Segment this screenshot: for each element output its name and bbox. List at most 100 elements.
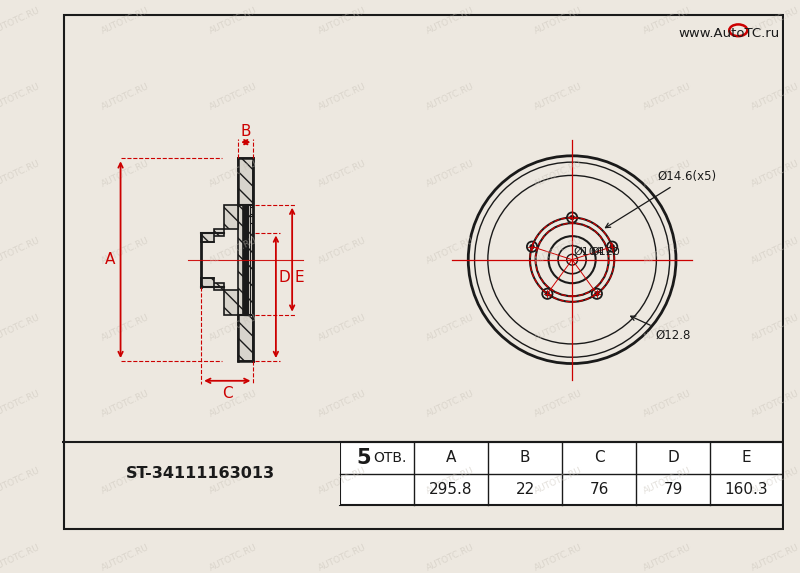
Text: AUTOTC.RU: AUTOTC.RU [0, 236, 42, 266]
Text: AUTOTC.RU: AUTOTC.RU [317, 389, 367, 419]
Polygon shape [238, 158, 254, 205]
Text: AUTOTC.RU: AUTOTC.RU [534, 312, 584, 343]
Polygon shape [245, 205, 247, 315]
Text: 295.8: 295.8 [430, 482, 473, 497]
Text: 160.3: 160.3 [725, 482, 768, 497]
Text: AUTOTC.RU: AUTOTC.RU [750, 466, 800, 496]
Text: www.AutoTC.ru: www.AutoTC.ru [678, 27, 780, 40]
Text: AUTOTC.RU: AUTOTC.RU [0, 466, 42, 496]
Text: AUTOTC.RU: AUTOTC.RU [534, 389, 584, 419]
Polygon shape [249, 205, 254, 315]
Text: AUTOTC.RU: AUTOTC.RU [317, 543, 367, 573]
Text: AUTOTC.RU: AUTOTC.RU [100, 159, 150, 189]
Text: AUTOTC.RU: AUTOTC.RU [425, 159, 475, 189]
Polygon shape [202, 278, 214, 286]
Text: AUTOTC.RU: AUTOTC.RU [750, 236, 800, 266]
Text: AUTOTC.RU: AUTOTC.RU [425, 466, 475, 496]
Polygon shape [246, 205, 249, 315]
Text: AUTOTC.RU: AUTOTC.RU [642, 543, 692, 573]
Text: AUTOTC.RU: AUTOTC.RU [642, 466, 692, 496]
Bar [250, 215, 254, 223]
Text: AUTOTC.RU: AUTOTC.RU [317, 236, 367, 266]
Polygon shape [247, 205, 250, 315]
Text: 76: 76 [590, 482, 609, 497]
Polygon shape [238, 315, 254, 361]
Text: AUTOTC.RU: AUTOTC.RU [425, 82, 475, 112]
Polygon shape [202, 205, 238, 236]
Circle shape [610, 245, 614, 249]
Polygon shape [248, 205, 250, 315]
Circle shape [570, 215, 574, 220]
Text: AUTOTC.RU: AUTOTC.RU [100, 236, 150, 266]
Text: D: D [278, 270, 290, 285]
Text: AUTOTC.RU: AUTOTC.RU [425, 5, 475, 36]
Text: AUTOTC.RU: AUTOTC.RU [208, 466, 258, 496]
Text: AUTOTC.RU: AUTOTC.RU [642, 82, 692, 112]
Text: AUTOTC.RU: AUTOTC.RU [0, 312, 42, 343]
Text: AUTOTC.RU: AUTOTC.RU [0, 543, 42, 573]
Text: Ø12.8: Ø12.8 [630, 316, 690, 342]
Text: AUTOTC.RU: AUTOTC.RU [642, 159, 692, 189]
Text: AUTOTC.RU: AUTOTC.RU [100, 5, 150, 36]
Text: AUTOTC.RU: AUTOTC.RU [317, 82, 367, 112]
Text: AUTOTC.RU: AUTOTC.RU [642, 312, 692, 343]
Text: AUTOTC.RU: AUTOTC.RU [534, 159, 584, 189]
Text: D: D [667, 450, 679, 465]
Text: 79: 79 [663, 482, 683, 497]
Text: AUTOTC.RU: AUTOTC.RU [0, 159, 42, 189]
Text: AUTOTC.RU: AUTOTC.RU [100, 543, 150, 573]
Text: AUTOTC.RU: AUTOTC.RU [534, 82, 584, 112]
Text: AUTOTC.RU: AUTOTC.RU [534, 5, 584, 36]
Text: C: C [222, 386, 233, 401]
Circle shape [545, 292, 550, 296]
Text: AUTOTC.RU: AUTOTC.RU [208, 82, 258, 112]
Text: E: E [295, 270, 305, 285]
Text: Ø14.6(x5): Ø14.6(x5) [606, 170, 717, 227]
Text: AUTOTC.RU: AUTOTC.RU [642, 236, 692, 266]
Text: C: C [594, 450, 605, 465]
Text: AUTOTC.RU: AUTOTC.RU [208, 159, 258, 189]
Text: AUTOTC.RU: AUTOTC.RU [534, 466, 584, 496]
Text: B: B [241, 124, 251, 139]
Text: AUTOTC.RU: AUTOTC.RU [317, 5, 367, 36]
Text: AUTOTC.RU: AUTOTC.RU [750, 312, 800, 343]
Text: AUTOTC.RU: AUTOTC.RU [208, 312, 258, 343]
Text: AUTOTC.RU: AUTOTC.RU [0, 82, 42, 112]
Text: Ø104: Ø104 [574, 247, 604, 257]
Polygon shape [202, 233, 214, 242]
Text: ОТВ.: ОТВ. [373, 451, 406, 465]
Polygon shape [238, 205, 242, 315]
Text: AUTOTC.RU: AUTOTC.RU [317, 159, 367, 189]
Text: AUTOTC.RU: AUTOTC.RU [100, 82, 150, 112]
Polygon shape [202, 283, 238, 315]
Text: 5: 5 [356, 448, 371, 468]
Text: AUTOTC.RU: AUTOTC.RU [317, 466, 367, 496]
Text: AUTOTC.RU: AUTOTC.RU [425, 312, 475, 343]
Text: A: A [105, 252, 115, 267]
Text: AUTOTC.RU: AUTOTC.RU [208, 5, 258, 36]
Text: AUTOTC.RU: AUTOTC.RU [100, 312, 150, 343]
Polygon shape [244, 205, 246, 315]
Text: AUTOTC.RU: AUTOTC.RU [750, 159, 800, 189]
Text: AUTOTC.RU: AUTOTC.RU [425, 389, 475, 419]
Text: AUTOTC.RU: AUTOTC.RU [642, 389, 692, 419]
Text: 22: 22 [515, 482, 534, 497]
Circle shape [594, 292, 599, 296]
Text: A: A [446, 450, 456, 465]
Bar [250, 207, 254, 214]
Text: AUTOTC.RU: AUTOTC.RU [642, 5, 692, 36]
Text: AUTOTC.RU: AUTOTC.RU [750, 543, 800, 573]
Text: Ø120: Ø120 [590, 247, 620, 257]
Text: AUTOTC.RU: AUTOTC.RU [425, 543, 475, 573]
Bar [62, 442, 340, 505]
Text: AUTOTC.RU: AUTOTC.RU [208, 236, 258, 266]
Text: AUTOTC.RU: AUTOTC.RU [100, 389, 150, 419]
Text: AUTOTC.RU: AUTOTC.RU [534, 236, 584, 266]
Text: E: E [742, 450, 751, 465]
Circle shape [530, 245, 534, 249]
Text: AUTOTC.RU: AUTOTC.RU [0, 5, 42, 36]
Text: AUTOTC.RU: AUTOTC.RU [0, 389, 42, 419]
Text: AUTOTC.RU: AUTOTC.RU [208, 543, 258, 573]
Text: AUTOTC.RU: AUTOTC.RU [208, 389, 258, 419]
Text: AUTOTC.RU: AUTOTC.RU [534, 543, 584, 573]
